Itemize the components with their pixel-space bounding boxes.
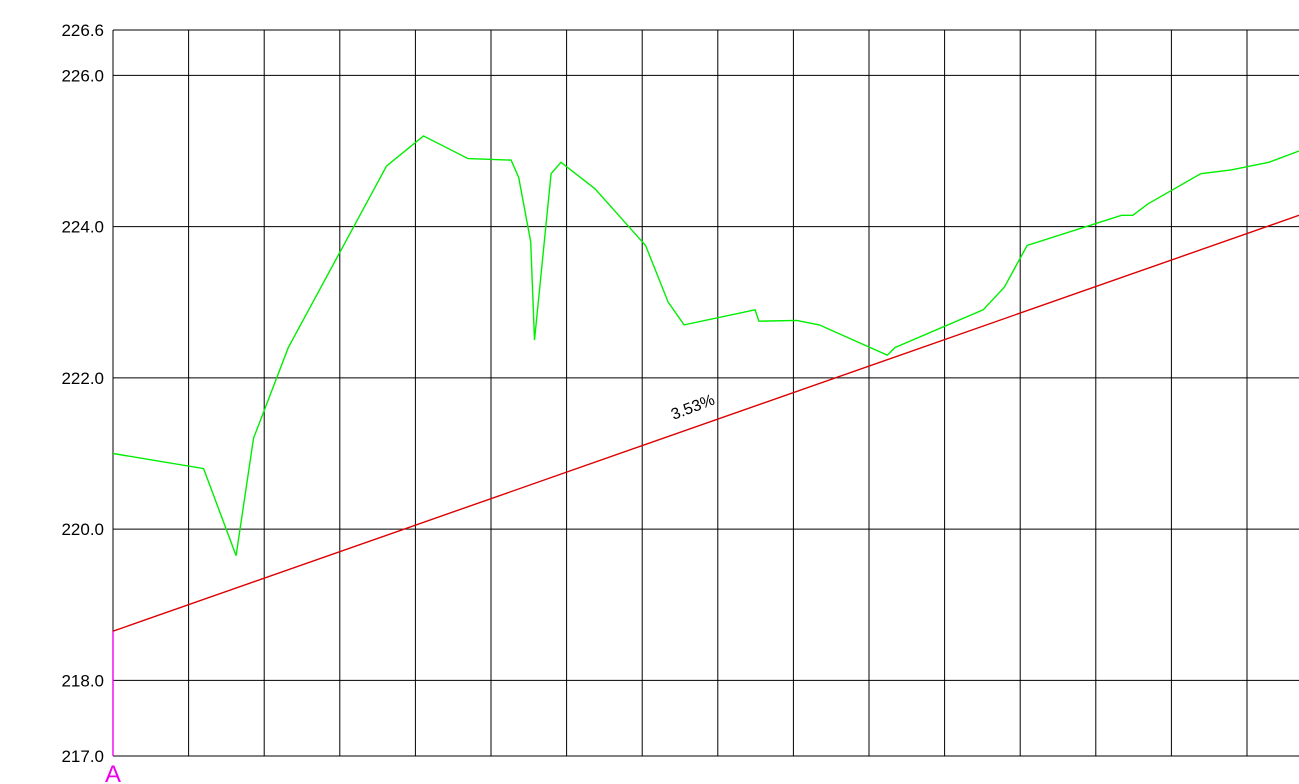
grade-label: 3.53% xyxy=(669,392,717,424)
y-tick-label: 218.0 xyxy=(61,671,104,690)
y-tick-label: 220.0 xyxy=(61,520,104,539)
y-tick-label: 226.6 xyxy=(61,21,104,40)
y-tick-label: 217.0 xyxy=(61,747,104,766)
grade-line xyxy=(112,214,1299,632)
ground-profile-line xyxy=(112,135,1299,556)
y-tick-label: 226.0 xyxy=(61,66,104,85)
vertical-grid xyxy=(112,30,1248,756)
y-tick-labels: 226.6 226.0 224.0 222.0 220.0 218.0 217.0 xyxy=(61,21,104,766)
marker-layer: A xyxy=(105,631,121,784)
horizontal-grid xyxy=(113,29,1299,757)
series-layer xyxy=(112,135,1299,632)
y-tick-label: 224.0 xyxy=(61,218,104,237)
station-marker-label: A xyxy=(105,761,121,784)
y-tick-label: 222.0 xyxy=(61,369,104,388)
annotation-layer: 3.53% xyxy=(669,392,717,424)
